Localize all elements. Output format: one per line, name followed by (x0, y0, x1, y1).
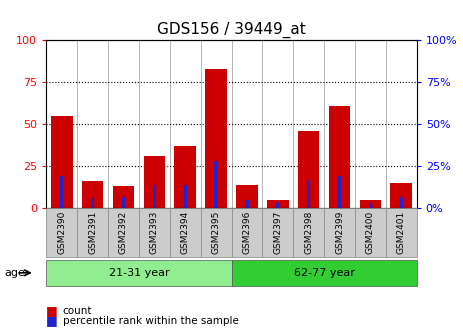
Text: GSM2393: GSM2393 (150, 211, 159, 254)
Bar (91, 198, 94, 208)
Bar (113, 186, 134, 208)
Text: GSM2396: GSM2396 (243, 211, 251, 254)
Text: 62-77 year: 62-77 year (294, 268, 355, 278)
Bar (175, 146, 196, 208)
Text: percentile rank within the sample: percentile rank within the sample (63, 316, 238, 326)
Text: GSM2392: GSM2392 (119, 211, 128, 254)
Bar (276, 203, 280, 208)
Text: ■: ■ (46, 314, 58, 327)
Bar (144, 156, 165, 208)
Bar (400, 197, 403, 208)
Bar (51, 116, 73, 208)
Text: GSM2390: GSM2390 (57, 211, 66, 254)
Text: GSM2394: GSM2394 (181, 211, 190, 254)
Bar (369, 203, 372, 208)
Text: GSM2395: GSM2395 (212, 211, 220, 254)
Bar (307, 180, 310, 208)
Bar (338, 176, 341, 208)
Text: GSM2397: GSM2397 (273, 211, 282, 254)
Bar (60, 176, 63, 208)
Bar (390, 183, 412, 208)
Text: 21-31 year: 21-31 year (109, 268, 169, 278)
Text: ■: ■ (46, 304, 58, 317)
Bar (214, 161, 218, 208)
Bar (298, 131, 319, 208)
Bar (82, 181, 103, 208)
Text: GSM2391: GSM2391 (88, 211, 97, 254)
Bar (360, 200, 381, 208)
Bar (153, 185, 156, 208)
Bar (183, 185, 187, 208)
Title: GDS156 / 39449_at: GDS156 / 39449_at (157, 22, 306, 38)
Bar (267, 200, 288, 208)
Text: GSM2399: GSM2399 (335, 211, 344, 254)
Text: count: count (63, 306, 92, 316)
Bar (205, 69, 227, 208)
Text: age: age (5, 268, 25, 278)
Bar (122, 197, 125, 208)
Bar (245, 200, 249, 208)
Text: GSM2401: GSM2401 (397, 211, 406, 254)
Text: GSM2400: GSM2400 (366, 211, 375, 254)
Bar (236, 185, 258, 208)
Bar (329, 106, 350, 208)
Text: GSM2398: GSM2398 (304, 211, 313, 254)
